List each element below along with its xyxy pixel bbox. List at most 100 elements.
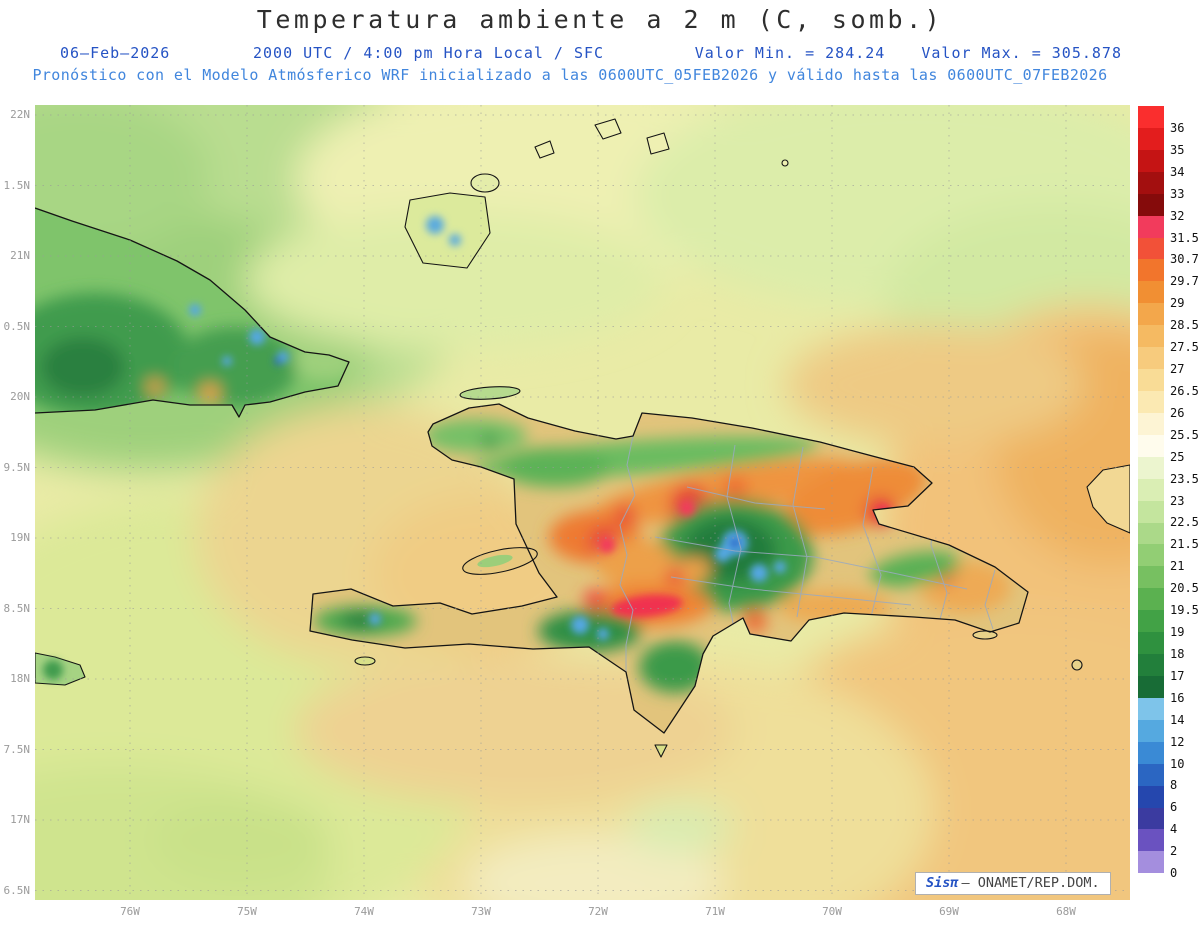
colorbar-tick-label: 23.5	[1170, 471, 1199, 486]
colorbar-tick-label: 32	[1170, 208, 1185, 223]
colorbar-tick-label: 18	[1170, 646, 1185, 661]
colorbar-cell	[1138, 478, 1164, 501]
inagua-cold-spots	[43, 216, 461, 680]
colorbar-cell	[1138, 588, 1164, 611]
colorbar-tick-label: 2	[1170, 844, 1178, 859]
colorbar-cell	[1138, 325, 1164, 348]
colorbar-cell	[1138, 106, 1164, 128]
colorbar-cell	[1138, 193, 1164, 216]
cuba-cold-spots	[189, 304, 289, 366]
lon-tick-label: 70W	[822, 905, 842, 918]
lon-tick-label: 68W	[1056, 905, 1076, 918]
colorbar-cell	[1138, 654, 1164, 676]
colorbar-tick-label: 12	[1170, 734, 1185, 749]
hispaniola-extreme-spots	[369, 500, 890, 640]
colorbar-cell	[1138, 522, 1164, 545]
max-value: Valor Max. = 305.878	[921, 44, 1122, 62]
lon-tick-label: 69W	[939, 905, 959, 918]
colorbar-tick-label: 19	[1170, 625, 1185, 639]
colorbar-tick-label: 21.5	[1170, 537, 1199, 552]
colorbar-cell	[1138, 873, 1164, 896]
colorbar-cell	[1138, 412, 1164, 435]
colorbar-tick-label: 14	[1170, 712, 1185, 727]
colorbar-cell	[1138, 434, 1164, 457]
colorbar-tick-label: 25	[1170, 449, 1185, 464]
colorbar-tick-label: 34	[1170, 164, 1185, 179]
lon-tick-label: 75W	[237, 905, 257, 918]
colorbar-cell	[1138, 171, 1164, 194]
lat-tick-label: 9.5N	[3, 460, 31, 474]
temperature-field	[35, 105, 1130, 900]
colorbar-tick-label: 30.7	[1170, 252, 1199, 267]
colorbar-tick-label: 8	[1170, 778, 1178, 793]
colorbar-cell	[1138, 215, 1164, 238]
map-canvas	[35, 105, 1130, 900]
minmax-values: Valor Min. = 284.24 Valor Max. = 305.878	[695, 44, 1122, 62]
colorbar-tick-label: 22.5	[1170, 515, 1199, 530]
colorbar-cell	[1138, 741, 1164, 764]
colorbar-cell	[1138, 719, 1164, 742]
colorbar-cell	[1138, 675, 1164, 698]
colorbar-cell	[1138, 785, 1164, 808]
colorbar-tick-label: 33	[1170, 186, 1185, 201]
lon-tick-label: 72W	[588, 905, 608, 918]
colorbar-tick-label: 28.5	[1170, 318, 1199, 333]
colorbar-tick-label: 27.5	[1170, 340, 1199, 355]
hispaniola-temperature-blobs	[313, 419, 1011, 693]
colorbar-cell	[1138, 369, 1164, 391]
colorbar-tick-label: 31.5	[1170, 230, 1199, 245]
lat-tick-label: 22N	[10, 108, 30, 121]
colorbar-cell	[1138, 697, 1164, 720]
lat-tick-label: 6.5N	[3, 883, 31, 897]
page-title: Temperatura ambiente a 2 m (C, somb.)	[256, 5, 944, 34]
lat-tick-label: 8.5N	[3, 601, 31, 615]
lat-tick-label: 18N	[10, 672, 30, 685]
colorbar-tick-label: 4	[1170, 822, 1178, 837]
colorbar-cells	[1138, 106, 1164, 896]
colorbar-tick-label: 35	[1170, 142, 1185, 157]
colorbar-tick-label: 19.5	[1170, 603, 1199, 618]
colorbar-tick-label: 21	[1170, 559, 1185, 574]
lon-tick-label: 74W	[354, 905, 374, 918]
colorbar-cell	[1138, 390, 1164, 413]
colorbar-tick-label: 10	[1170, 756, 1185, 771]
lat-tick-label: 21N	[10, 249, 30, 262]
colorbar-cell	[1138, 500, 1164, 523]
sispi-logo: Sisπ	[926, 875, 959, 891]
model-subtitle: Pronóstico con el Modelo Atmósferico WRF…	[32, 66, 1108, 84]
colorbar-tick-label: 6	[1170, 800, 1178, 815]
colorbar-cell	[1138, 237, 1164, 260]
colorbar-tick-label: 27	[1170, 362, 1185, 376]
colorbar-tick-label: 29	[1170, 296, 1185, 311]
small-islands	[35, 118, 1130, 758]
colorbar-cell	[1138, 281, 1164, 304]
colorbar-tick-label: 16	[1170, 690, 1185, 705]
lat-tick-label: 19N	[10, 531, 30, 544]
cuba-coastline	[35, 207, 350, 418]
forecast-date: 06–Feb–2026	[60, 44, 171, 62]
colorbar-tick-label: 20.5	[1170, 581, 1199, 596]
lon-tick-label: 76W	[120, 905, 140, 918]
lat-tick-label: 7.5N	[3, 742, 31, 756]
attribution-text: – ONAMET/REP.DOM.	[961, 875, 1100, 891]
map-area	[35, 105, 1130, 900]
lon-tick-label: 71W	[705, 905, 725, 918]
hispaniola-coastline	[309, 403, 1029, 734]
lon-tick-label: 73W	[471, 905, 491, 918]
colorbar-cell	[1138, 807, 1164, 830]
colorbar-cell	[1138, 829, 1164, 852]
colorbar-cell	[1138, 149, 1164, 172]
min-value: Valor Min. = 284.24	[694, 44, 886, 62]
colorbar-cell	[1138, 632, 1164, 655]
lat-tick-label: 20N	[10, 390, 30, 403]
coastlines	[35, 207, 1029, 734]
colorbar-cell	[1138, 763, 1164, 786]
colorbar-tick-label: 0	[1170, 866, 1178, 881]
colorbar-cell	[1138, 259, 1164, 282]
graticule	[35, 105, 1130, 900]
lat-tick-label: 0.5N	[3, 319, 31, 333]
colorbar-tick-label: 26.5	[1170, 383, 1199, 398]
colorbar-tick-label: 23	[1170, 493, 1185, 508]
lat-tick-label: 17N	[10, 813, 30, 826]
